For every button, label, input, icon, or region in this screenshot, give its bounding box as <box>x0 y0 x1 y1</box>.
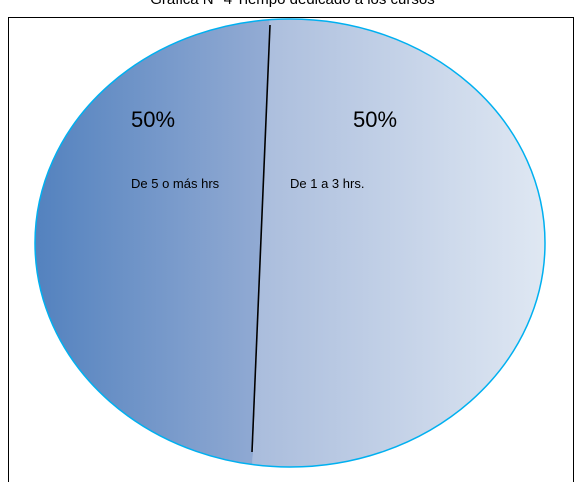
pie-value-label-de-5-o-mas-hrs: 50% <box>131 107 175 132</box>
chart-title: Gráfica N° 4 Tiempo dedicado a los curso… <box>0 0 585 8</box>
pie-value-label-de-1-a-3-hrs: 50% <box>353 107 397 132</box>
slice-divider-line <box>251 24 271 453</box>
pie-category-label-de-5-o-mas-hrs: De 5 o más hrs <box>131 176 220 191</box>
pie-category-label-de-1-a-3-hrs: De 1 a 3 hrs. <box>290 176 364 191</box>
pie-outline <box>34 18 546 468</box>
pie-slice-de-5-o-mas-hrs <box>35 19 270 467</box>
chart-frame <box>8 17 574 482</box>
pie-slice-de-1-a-3-hrs <box>252 19 545 467</box>
